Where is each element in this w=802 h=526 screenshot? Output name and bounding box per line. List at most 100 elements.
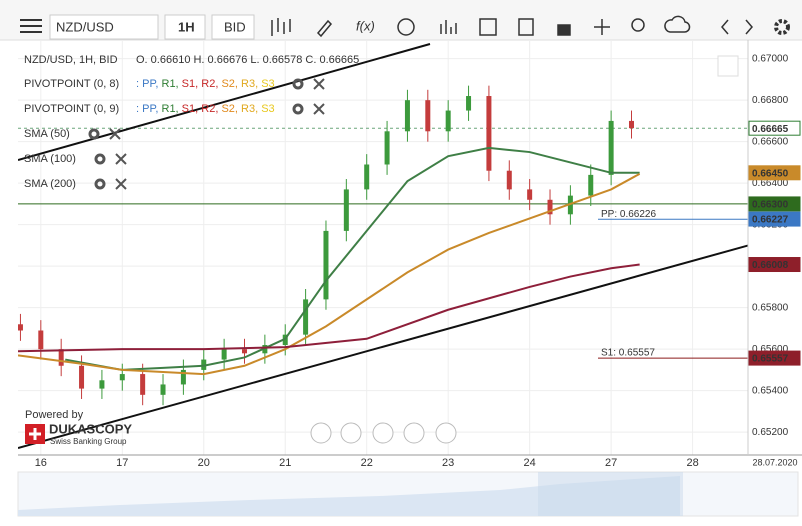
candle-body bbox=[588, 174, 594, 196]
candle-body bbox=[241, 349, 247, 354]
candle-body bbox=[628, 120, 634, 129]
candle-body bbox=[160, 384, 166, 395]
period-select[interactable] bbox=[164, 14, 206, 40]
popout-button[interactable] bbox=[717, 55, 739, 77]
symbol: NZD/USD bbox=[56, 19, 114, 34]
nav-left[interactable] bbox=[310, 422, 332, 444]
candle-body bbox=[58, 349, 64, 366]
y-tick-label: 0.65600 bbox=[752, 344, 789, 355]
prev-button[interactable] bbox=[721, 19, 729, 35]
pivot-level: R3, bbox=[238, 78, 258, 90]
next-button[interactable] bbox=[745, 19, 753, 35]
lock-button[interactable] bbox=[557, 24, 571, 36]
price-badge-label: 0.66300 bbox=[752, 200, 789, 211]
reset[interactable] bbox=[372, 422, 394, 444]
y-tick-label: 0.65400 bbox=[752, 385, 789, 396]
instrument: NZD/USD, 1H, BID bbox=[24, 54, 118, 66]
candle-body bbox=[527, 189, 533, 200]
candle-body bbox=[608, 120, 614, 175]
settings-icon[interactable] bbox=[292, 78, 304, 90]
menu-button[interactable] bbox=[20, 19, 42, 33]
remove-icon[interactable] bbox=[115, 153, 127, 165]
sma-line bbox=[65, 146, 640, 371]
candle-body bbox=[445, 110, 451, 132]
pivot-level: S1, bbox=[179, 78, 199, 90]
chart-type-button[interactable] bbox=[271, 18, 291, 36]
settings-icon[interactable] bbox=[94, 178, 106, 190]
settings-icon[interactable] bbox=[94, 153, 106, 165]
crosshair-button[interactable] bbox=[594, 19, 610, 35]
candle-body bbox=[425, 100, 431, 132]
pivot-level: S2, bbox=[218, 103, 238, 115]
candle-body bbox=[79, 365, 85, 389]
candle-body bbox=[303, 299, 309, 335]
symbol-input[interactable] bbox=[49, 14, 159, 40]
side-select[interactable] bbox=[211, 14, 255, 40]
remove-icon[interactable] bbox=[313, 78, 325, 90]
zoom-out[interactable] bbox=[340, 422, 362, 444]
y-tick-label: 0.67000 bbox=[752, 53, 789, 64]
price-badge bbox=[748, 350, 801, 366]
pivot-level: : PP, bbox=[136, 78, 158, 90]
legend-entry: SMA (200) bbox=[24, 178, 76, 190]
branding: Powered by DUKASCOPY Swiss Banking Group bbox=[25, 409, 132, 446]
y-tick-label: 0.65200 bbox=[752, 427, 789, 438]
ohlc: O. 0.66610 H. 0.66676 L. 0.66578 C. 0.66… bbox=[136, 54, 359, 66]
cloud-button[interactable] bbox=[664, 15, 691, 33]
price-badge-label: 0.66008 bbox=[752, 260, 789, 271]
logo-cross bbox=[29, 428, 41, 440]
pivot-level: R2, bbox=[198, 78, 218, 90]
y-tick-label: 0.66600 bbox=[752, 136, 789, 147]
pivot-level: R2, bbox=[198, 103, 218, 115]
zoom-button[interactable] bbox=[631, 18, 645, 32]
candle-body bbox=[364, 164, 370, 190]
navigator-window[interactable] bbox=[538, 472, 683, 516]
remove-icon[interactable] bbox=[115, 178, 127, 190]
price-badge bbox=[748, 257, 801, 273]
price-badge bbox=[748, 120, 801, 136]
indicator-levels: : PP, R1, S1, R2, S2, R3, S3 bbox=[136, 103, 275, 115]
info-button[interactable] bbox=[397, 18, 415, 36]
x-tick-label: 28 bbox=[686, 457, 698, 469]
pivot-label: S1: 0.65557 bbox=[601, 348, 655, 359]
calendar-button[interactable] bbox=[479, 18, 497, 36]
candle-body bbox=[140, 374, 146, 395]
indicators-button[interactable] bbox=[440, 20, 457, 34]
trend-line bbox=[18, 43, 431, 161]
report-button[interactable] bbox=[518, 18, 534, 36]
y-tick-label: 0.66400 bbox=[752, 178, 789, 189]
candle-body bbox=[506, 170, 512, 190]
function-button[interactable]: f(x) bbox=[356, 18, 375, 33]
price-badge bbox=[748, 165, 801, 181]
date-label: 28.07.2020 bbox=[752, 457, 797, 467]
plot bbox=[18, 40, 748, 455]
powered-by: Powered by bbox=[25, 409, 84, 421]
indicator-name: PIVOTPOINT (0, 9) bbox=[24, 103, 119, 115]
legend: NZD/USD, 1H, BID O. 0.66610 H. 0.66676 L… bbox=[24, 54, 359, 190]
x-tick-label: 16 bbox=[35, 457, 47, 469]
candle-body bbox=[343, 189, 349, 231]
pivot-level: S1, bbox=[179, 103, 199, 115]
candle-body bbox=[38, 330, 44, 350]
period: 1H bbox=[178, 19, 195, 34]
candle-body bbox=[221, 349, 227, 360]
remove-icon[interactable] bbox=[313, 103, 325, 115]
remove-icon[interactable] bbox=[109, 128, 121, 140]
zoom-in[interactable] bbox=[403, 422, 425, 444]
y-tick-label: 0.65800 bbox=[752, 302, 789, 313]
navigator bbox=[17, 471, 799, 517]
settings-icon[interactable] bbox=[292, 103, 304, 115]
trend-line bbox=[18, 244, 748, 449]
draw-button[interactable] bbox=[316, 19, 333, 38]
candle-body bbox=[384, 131, 390, 165]
settings-button[interactable] bbox=[774, 19, 790, 35]
sma-line bbox=[18, 263, 640, 353]
side: BID bbox=[224, 19, 246, 34]
pivot-level: S2, bbox=[218, 78, 238, 90]
candle-body bbox=[547, 199, 553, 215]
pivot-label: PP: 0.66226 bbox=[601, 209, 656, 220]
nav-right[interactable] bbox=[435, 422, 457, 444]
settings-icon[interactable] bbox=[88, 128, 100, 140]
